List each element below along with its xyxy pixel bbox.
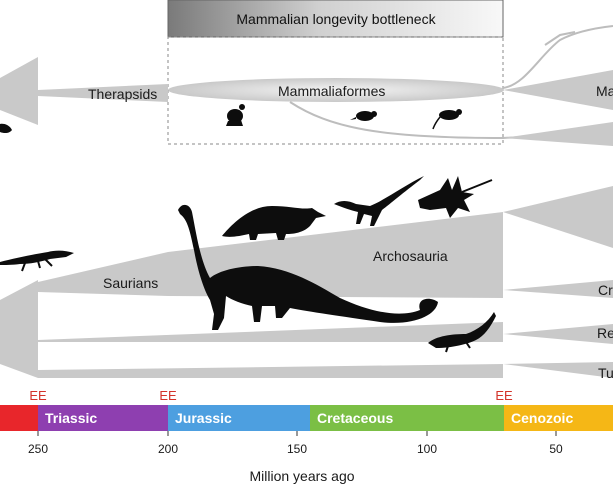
tu-label: Tu	[598, 365, 613, 381]
mammaliaformes-label: Mammaliaformes	[278, 83, 385, 99]
theropod-silhouette	[0, 123, 12, 134]
period-triassic	[38, 405, 168, 431]
triceratops-silhouette	[222, 206, 326, 240]
timescale-bar: Triassic Jurassic Cretaceous Cenozoic	[0, 405, 613, 431]
crocodylomorph-silhouette	[0, 250, 74, 272]
axis-tick-label: 50	[549, 442, 563, 456]
period-jurassic	[168, 405, 310, 431]
re-label: Re	[597, 325, 613, 341]
period-permian	[0, 405, 38, 431]
mammaliaformes-ellipse	[168, 78, 504, 102]
extinction-event-label: EE	[29, 388, 47, 403]
mammaliaform-silhouette	[350, 111, 377, 121]
period-cenozoic	[504, 405, 613, 431]
marine-reptile-silhouette	[428, 312, 496, 353]
mammaliaform-silhouette	[432, 109, 462, 130]
axis-tick-label: 200	[158, 442, 178, 456]
ma-label: Ma	[596, 83, 613, 99]
extinction-event-label: EE	[159, 388, 177, 403]
sauropod-silhouette	[178, 204, 438, 330]
period-label-jurassic: Jurassic	[175, 410, 232, 426]
saurians-label: Saurians	[103, 275, 158, 291]
archosauria-label: Archosauria	[373, 248, 448, 264]
therapsids-label: Therapsids	[88, 86, 157, 102]
period-cretaceous	[310, 405, 504, 431]
bottleneck-banner: Mammalian longevity bottleneck	[167, 0, 504, 38]
axis-tick-label: 100	[417, 442, 437, 456]
bottleneck-banner-title: Mammalian longevity bottleneck	[236, 11, 436, 27]
extinction-event-label: EE	[495, 388, 513, 403]
axis-title: Million years ago	[249, 468, 354, 484]
extinction-events: EE EE EE	[29, 388, 513, 403]
axis-tick-label: 250	[28, 442, 48, 456]
axis-tick-label: 150	[287, 442, 307, 456]
mammaliaform-silhouette	[226, 104, 245, 126]
period-label-cenozoic: Cenozoic	[511, 410, 573, 426]
therapsid-lineage	[0, 25, 613, 146]
period-label-cretaceous: Cretaceous	[317, 410, 393, 426]
theropod-silhouette	[334, 176, 424, 226]
time-axis	[37, 431, 557, 436]
cr-label: Cr	[598, 282, 613, 298]
pterosaur-silhouette	[418, 176, 493, 218]
period-label-triassic: Triassic	[45, 410, 97, 426]
